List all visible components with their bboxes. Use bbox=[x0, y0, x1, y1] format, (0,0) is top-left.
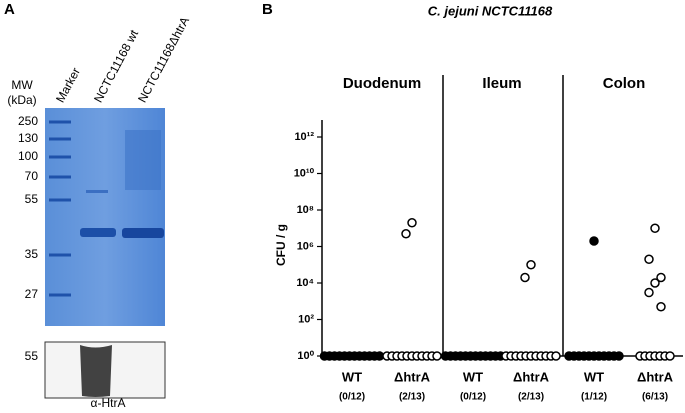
marker-band bbox=[49, 293, 71, 297]
group-name: Duodenum bbox=[343, 75, 421, 92]
marker-size: 35 bbox=[25, 247, 39, 261]
panel-label: A bbox=[4, 1, 15, 18]
blot-band bbox=[80, 345, 112, 397]
x-tick-label: ΔhtrA bbox=[637, 369, 674, 384]
x-tick-label: WT bbox=[584, 369, 604, 384]
data-point bbox=[614, 351, 624, 361]
data-point bbox=[656, 301, 666, 312]
count-label: (6/13) bbox=[642, 392, 668, 403]
lane-label: NCTC11168ΔhtrA bbox=[135, 14, 192, 104]
marker-size: 250 bbox=[18, 114, 38, 128]
group-name: Ileum bbox=[482, 75, 521, 92]
marker-size: 70 bbox=[25, 169, 39, 183]
count-label: (0/12) bbox=[460, 392, 486, 403]
data-point bbox=[656, 272, 666, 283]
marker-band bbox=[49, 137, 71, 141]
y-tick-label: 10¹² bbox=[294, 131, 314, 143]
data-point bbox=[650, 278, 660, 288]
data-point bbox=[551, 351, 561, 361]
marker-size: 100 bbox=[18, 149, 38, 163]
antibody-label: α-HtrA bbox=[91, 396, 126, 408]
panel-b: B C. jejuni NCTC11168 CFU / g 10⁰ 10² 10⁴ 1… bbox=[262, 1, 683, 403]
lane-label: Marker bbox=[53, 65, 83, 105]
data-point bbox=[644, 254, 654, 265]
chart-title: C. jejuni NCTC11168 bbox=[428, 3, 553, 18]
marker-size: 55 bbox=[25, 192, 39, 206]
y-tick-label: 10² bbox=[298, 313, 314, 325]
y-tick-label: 10¹⁰ bbox=[294, 167, 315, 179]
panel-label: B bbox=[262, 1, 273, 18]
marker-band bbox=[49, 120, 71, 124]
x-tick-label: WT bbox=[463, 369, 483, 384]
marker-band bbox=[49, 155, 71, 159]
count-label: (2/13) bbox=[399, 392, 425, 403]
marker-band bbox=[49, 198, 71, 202]
marker-size: 130 bbox=[18, 131, 38, 145]
lane-label: NCTC11168 wt bbox=[91, 27, 141, 105]
count-label: (2/13) bbox=[518, 392, 544, 403]
data-point bbox=[432, 351, 442, 361]
group-name: Colon bbox=[603, 75, 646, 92]
mw-unit: (kDa) bbox=[7, 93, 36, 107]
panel-a: A MW (kDa) 55 α-HtrA Marker NCTC11168 wtN… bbox=[4, 1, 192, 410]
y-tick-label: 10⁰ bbox=[297, 350, 314, 362]
marker-size: 27 bbox=[25, 287, 39, 301]
data-point bbox=[520, 272, 530, 283]
count-label: (1/12) bbox=[581, 392, 607, 403]
data-point bbox=[665, 351, 675, 361]
y-tick-label: 10⁴ bbox=[296, 277, 314, 289]
marker-band bbox=[49, 253, 71, 257]
band bbox=[80, 228, 116, 237]
smear bbox=[125, 130, 161, 190]
count-label: (0/12) bbox=[339, 392, 365, 403]
marker-band bbox=[49, 175, 71, 179]
data-point bbox=[589, 236, 599, 246]
y-axis-label: CFU / g bbox=[274, 224, 288, 266]
band bbox=[122, 228, 164, 238]
y-tick-label: 10⁶ bbox=[297, 240, 314, 252]
x-tick-label: ΔhtrA bbox=[513, 369, 550, 384]
band bbox=[86, 190, 108, 193]
data-point bbox=[407, 218, 417, 228]
data-point bbox=[526, 260, 536, 270]
data-point bbox=[401, 228, 411, 239]
data-point bbox=[650, 223, 660, 233]
blot-size: 55 bbox=[25, 349, 39, 363]
x-tick-label: ΔhtrA bbox=[394, 369, 431, 384]
data-point bbox=[644, 287, 654, 298]
x-tick-label: WT bbox=[342, 369, 362, 384]
y-tick-label: 10⁸ bbox=[297, 204, 314, 216]
mw-label: MW bbox=[11, 78, 33, 92]
